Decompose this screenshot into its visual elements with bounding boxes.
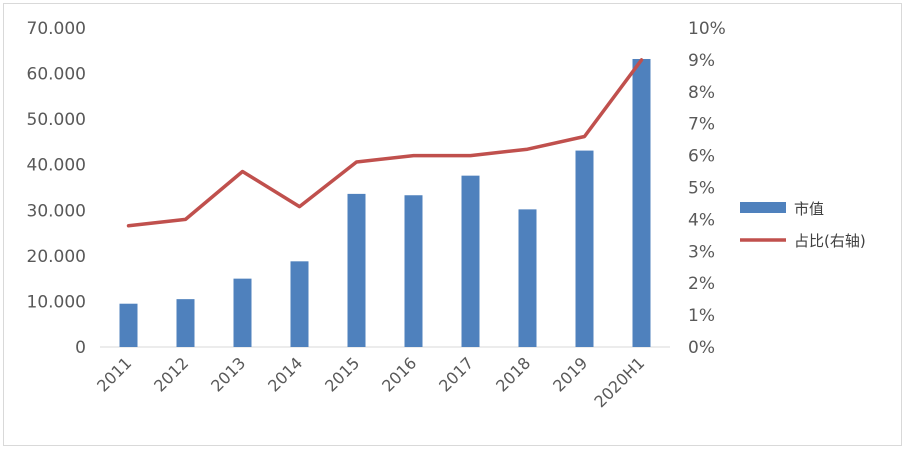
x-tick-label: 2014 [264, 353, 306, 395]
right-tick-label: 5% [688, 179, 715, 199]
line-series [126, 58, 644, 228]
x-tick-label: 2011 [93, 353, 135, 395]
bar [119, 303, 138, 347]
left-tick-label: 50.000 [27, 110, 86, 130]
x-tick-label: 2015 [321, 353, 363, 395]
x-tick-label: 2013 [207, 353, 249, 395]
left-tick-label: 60.000 [27, 65, 86, 85]
left-tick-label: 70.000 [27, 19, 86, 39]
right-axis: 0% 1% 2% 3% 4% 5% 6% 7% 8% 9% 10% [688, 19, 726, 358]
right-tick-label: 3% [688, 242, 715, 262]
right-tick-label: 4% [688, 210, 715, 230]
x-tick-label: 2019 [549, 353, 591, 395]
bar [461, 175, 480, 347]
left-tick-label: 0 [75, 338, 86, 358]
right-tick-label: 8% [688, 83, 715, 103]
x-tick-label: 2018 [492, 353, 534, 395]
legend-label-line: 占比(右轴) [794, 232, 866, 250]
left-tick-label: 20.000 [27, 247, 86, 267]
bar [518, 209, 537, 347]
x-tick-label: 2016 [378, 353, 420, 395]
x-tick-label: 2017 [435, 353, 477, 395]
left-tick-label: 40.000 [27, 156, 86, 176]
left-tick-label: 30.000 [27, 201, 86, 221]
legend: 市值 占比(右轴) [740, 200, 866, 250]
bar [404, 195, 423, 347]
right-tick-label: 10% [688, 19, 726, 39]
bar [290, 261, 309, 347]
line-path [126, 58, 644, 228]
bar [176, 299, 195, 347]
legend-label-bar: 市值 [794, 200, 824, 218]
bar-series [119, 58, 651, 347]
bar [575, 150, 594, 347]
right-tick-label: 6% [688, 147, 715, 167]
legend-swatch-bar [740, 202, 786, 213]
right-tick-label: 2% [688, 274, 715, 294]
right-tick-label: 0% [688, 338, 715, 358]
bar [233, 278, 252, 347]
bar [347, 193, 366, 347]
x-tick-label: 2020H1 [590, 353, 648, 411]
x-axis: 2011 2012 2013 2014 2015 2016 2017 2018 2019 2020… [93, 353, 648, 411]
x-tick-label: 2012 [150, 353, 192, 395]
left-axis: 0 10.000 20.000 30.000 40.000 50.000 60.000 70.… [27, 19, 86, 358]
right-tick-label: 7% [688, 115, 715, 135]
left-tick-label: 10.000 [27, 292, 86, 312]
right-tick-label: 1% [688, 306, 715, 326]
right-tick-label: 9% [688, 51, 715, 71]
bar [632, 58, 651, 347]
